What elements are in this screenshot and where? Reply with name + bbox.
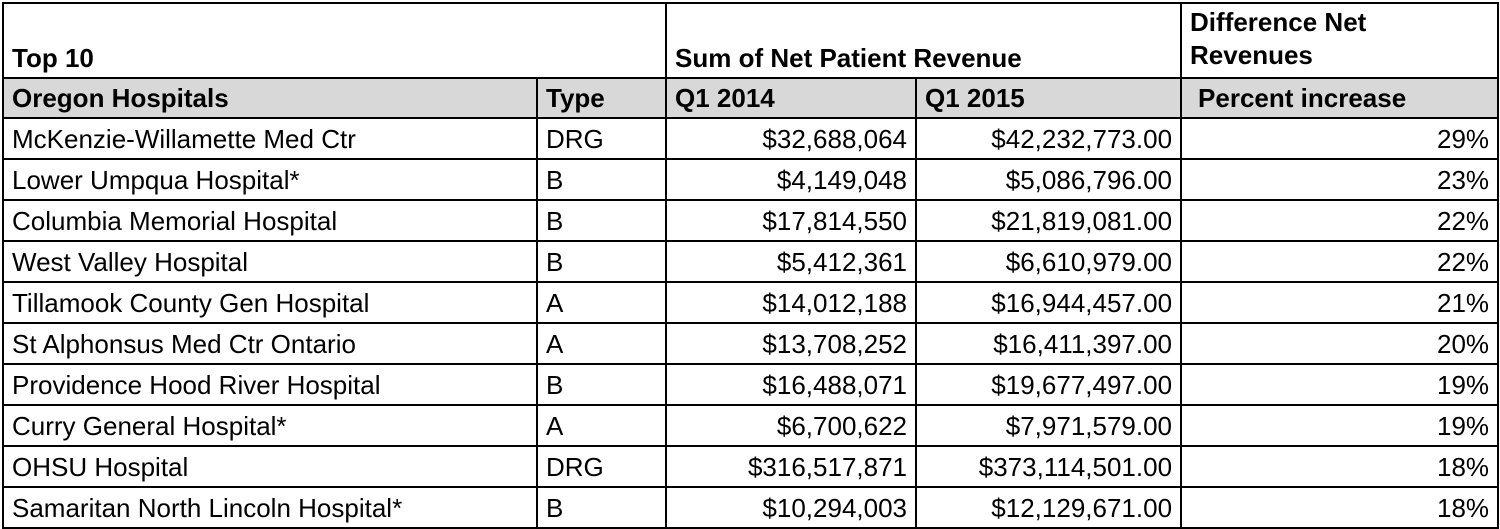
table-cell: A [535, 281, 668, 324]
table-row: Samaritan North Lincoln Hospital* B $10,29… [2, 486, 1500, 529]
difference-header: Difference Net Revenues [1180, 2, 1500, 79]
table-cell: DRG [535, 445, 668, 488]
table-cell: 22% [1180, 240, 1500, 283]
column-header: Percent increase [1180, 77, 1500, 119]
table-cell: B [535, 363, 668, 406]
table-cell: $19,677,497.00 [915, 363, 1183, 406]
table-row: Curry General Hospital* A $6,700,622 $7,971… [2, 404, 1500, 447]
table-cell: 22% [1180, 199, 1500, 242]
table-cell: 18% [1180, 486, 1500, 529]
table-cell: A [535, 322, 668, 365]
table-cell: $6,610,979.00 [915, 240, 1183, 283]
table-cell: West Valley Hospital [2, 240, 538, 283]
table-cell: 20% [1180, 322, 1500, 365]
table-cell: $5,412,361 [665, 240, 918, 283]
table-cell: $14,012,188 [665, 281, 918, 324]
table-cell: $16,944,457.00 [915, 281, 1183, 324]
table-cell: Columbia Memorial Hospital [2, 199, 538, 242]
table-cell: 23% [1180, 158, 1500, 201]
table-cell: $12,129,671.00 [915, 486, 1183, 529]
table-cell: $16,488,071 [665, 363, 918, 406]
table-cell: $373,114,501.00 [915, 445, 1183, 488]
table-cell: St Alphonsus Med Ctr Ontario [2, 322, 538, 365]
table-cell: OHSU Hospital [2, 445, 538, 488]
table-row: Providence Hood River Hospital B $16,488,0… [2, 363, 1500, 406]
table-cell: A [535, 404, 668, 447]
table-cell: $42,232,773.00 [915, 117, 1183, 160]
table-cell: $13,708,252 [665, 322, 918, 365]
table-row: OHSU Hospital DRG $316,517,871 $373,114,501… [2, 445, 1500, 488]
table-cell: $7,971,579.00 [915, 404, 1183, 447]
table-cell: 18% [1180, 445, 1500, 488]
table-cell: Samaritan North Lincoln Hospital* [2, 486, 538, 529]
column-header: Q1 2015 [915, 77, 1183, 119]
table-cell: 19% [1180, 363, 1500, 406]
table-cell: Lower Umpqua Hospital* [2, 158, 538, 201]
table-cell: B [535, 199, 668, 242]
title-row: Top 10 Sum of Net Patient Revenue Differ… [1, 2, 1500, 79]
table-title: Top 10 [1, 2, 668, 79]
table-cell: B [535, 486, 668, 529]
table-cell: $17,814,550 [665, 199, 918, 242]
column-header-row: Oregon Hospitals Type Q1 2014 Q1 2015 Pe… [2, 77, 1500, 119]
table-cell: $6,700,622 [665, 404, 918, 447]
table-row: Columbia Memorial Hospital B $17,814,550 $2… [2, 199, 1500, 242]
table-cell: 21% [1180, 281, 1500, 324]
table-row: West Valley Hospital B $5,412,361 $6,610,97… [2, 240, 1500, 283]
table-cell: 19% [1180, 404, 1500, 447]
table-cell: $10,294,003 [665, 486, 918, 529]
column-header: Q1 2014 [665, 77, 918, 119]
table-cell: Providence Hood River Hospital [2, 363, 538, 406]
table-cell: McKenzie-Willamette Med Ctr [2, 117, 538, 160]
table-cell: B [535, 240, 668, 283]
table-cell: $21,819,081.00 [915, 199, 1183, 242]
sum-revenue-header: Sum of Net Patient Revenue [665, 2, 1183, 79]
table-row: McKenzie-Willamette Med Ctr DRG $32,688,06… [2, 117, 1500, 160]
table-cell: DRG [535, 117, 668, 160]
table-cell: 29% [1180, 117, 1500, 160]
table-cell: $16,411,397.00 [915, 322, 1183, 365]
table-row: St Alphonsus Med Ctr Ontario A $13,708,252… [2, 322, 1500, 365]
table-cell: B [535, 158, 668, 201]
table-cell: $5,086,796.00 [915, 158, 1183, 201]
table-cell: $4,149,048 [665, 158, 918, 201]
table-cell: $316,517,871 [665, 445, 918, 488]
table-cell: $32,688,064 [665, 117, 918, 160]
column-header: Type [535, 77, 668, 119]
table-cell: Curry General Hospital* [2, 404, 538, 447]
table-cell: Tillamook County Gen Hospital [2, 281, 538, 324]
column-header: Oregon Hospitals [2, 77, 538, 119]
table-row: Tillamook County Gen Hospital A $14,012,18… [2, 281, 1500, 324]
table-row: Lower Umpqua Hospital* B $4,149,048 $5,086,… [2, 158, 1500, 201]
